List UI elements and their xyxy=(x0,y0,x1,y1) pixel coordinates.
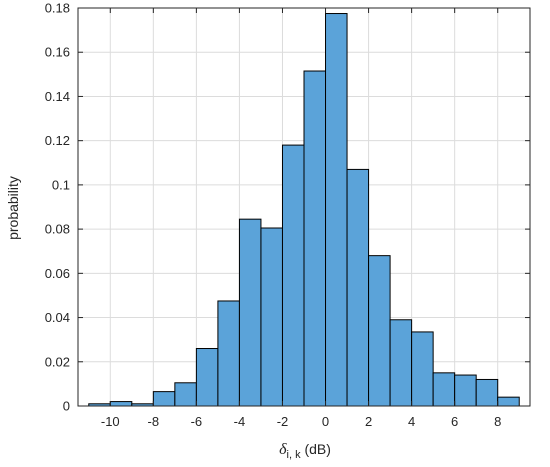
y-tick-label: 0.1 xyxy=(52,177,70,192)
x-tick-label: -10 xyxy=(101,414,120,429)
x-tick-label: -2 xyxy=(277,414,289,429)
histogram-bar xyxy=(303,70,327,407)
x-axis-label-symbol: δ xyxy=(279,441,287,458)
y-tick-label: 0.18 xyxy=(45,1,70,16)
histogram-bar xyxy=(346,168,370,407)
histogram-bar xyxy=(368,255,391,407)
y-tick-label: 0.08 xyxy=(45,222,70,237)
histogram-bar xyxy=(238,218,262,407)
histogram-bar xyxy=(217,300,240,407)
x-tick-labels: -10 -8 -6 -4 -2 0 2 4 6 8 xyxy=(101,414,501,429)
histogram-bar xyxy=(325,13,348,407)
x-tick-label: 4 xyxy=(408,414,415,429)
x-tick-label: 6 xyxy=(451,414,458,429)
x-tick-label: 0 xyxy=(322,414,329,429)
axis-ticks xyxy=(78,7,530,407)
x-axis-label-subscript: i, k xyxy=(287,449,302,461)
histogram-bar xyxy=(411,331,434,407)
y-tick-label: 0.04 xyxy=(45,310,70,325)
histogram-bar xyxy=(432,372,456,407)
histogram-bar xyxy=(174,382,197,407)
histogram-bar xyxy=(260,227,283,407)
y-tick-label: 0 xyxy=(63,399,70,414)
y-tick-labels: 0 0.02 0.04 0.06 0.08 0.1 0.12 0.14 0.16 0.18 xyxy=(45,1,70,414)
y-tick-label: 0.06 xyxy=(45,266,70,281)
x-tick-label: -6 xyxy=(191,414,203,429)
histogram-bar xyxy=(195,348,219,407)
histogram-bar xyxy=(389,319,413,407)
y-tick-label: 0.16 xyxy=(45,45,70,60)
bars xyxy=(88,13,520,407)
histogram-bar xyxy=(497,396,520,407)
histogram-bar xyxy=(281,144,305,407)
histogram-bar xyxy=(475,378,499,407)
y-tick-label: 0.14 xyxy=(45,89,70,104)
x-axis-label: δi, k (dB) xyxy=(279,441,331,461)
x-tick-label: 2 xyxy=(365,414,372,429)
x-tick-label: 8 xyxy=(494,414,501,429)
y-axis-label: probability xyxy=(5,176,21,240)
histogram-bar xyxy=(152,391,176,407)
histogram-bar xyxy=(454,374,477,407)
x-tick-label: -4 xyxy=(234,414,246,429)
x-tick-label: -8 xyxy=(148,414,160,429)
histogram-bar xyxy=(109,401,133,407)
x-axis-label-unit: (dB) xyxy=(301,441,331,457)
y-tick-label: 0.12 xyxy=(45,133,70,148)
y-tick-label: 0.02 xyxy=(45,354,70,369)
plot-area-border xyxy=(77,7,531,407)
